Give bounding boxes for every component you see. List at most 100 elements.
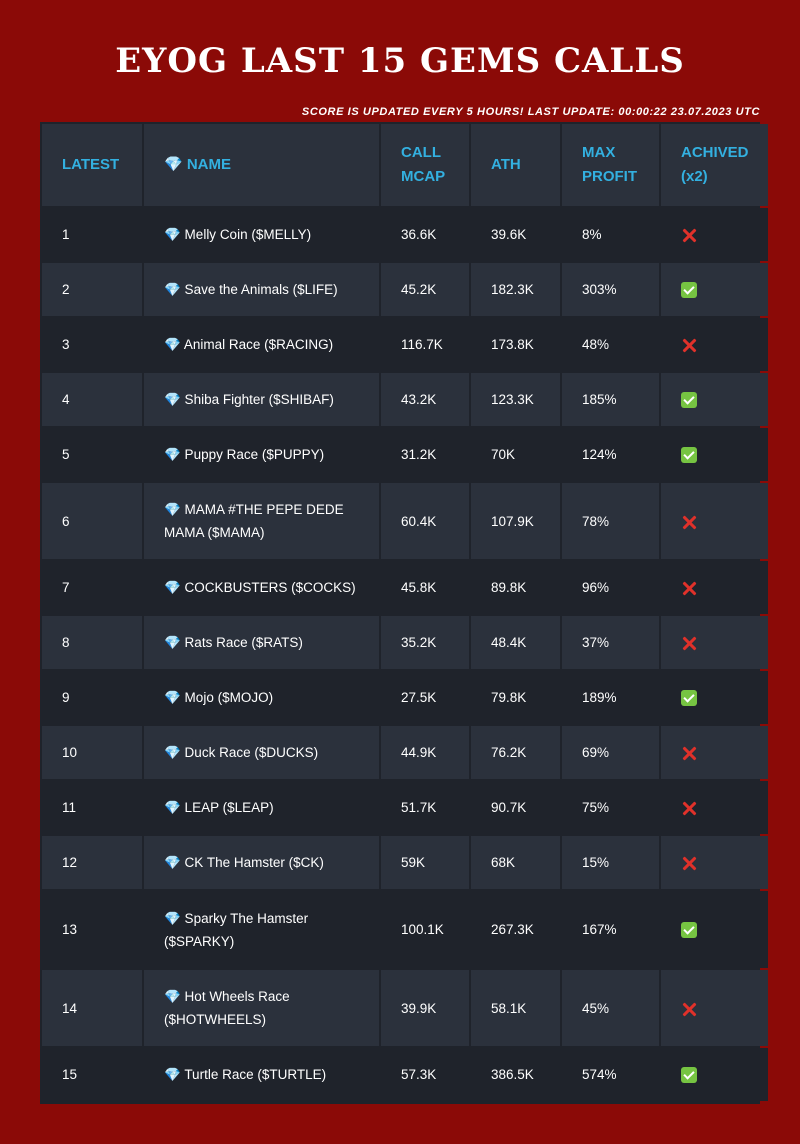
table-row: 1 💎 Melly Coin ($MELLY) 36.6K 39.6K 8% (42, 208, 768, 261)
achieved-cell (661, 726, 768, 779)
table-header-row: LATEST 💎 NAME CALL MCAP ATH MAX PROFIT A… (42, 124, 768, 206)
max-profit-cell: 69% (562, 726, 659, 779)
coin-name-cell: 💎 Hot Wheels Race ($HOTWHEELS) (144, 970, 379, 1046)
achieved-cell (661, 970, 768, 1046)
ath-cell: 89.8K (471, 561, 560, 614)
ath-cell: 90.7K (471, 781, 560, 834)
header-achived: ACHIVED (x2) (661, 124, 768, 206)
ath-cell: 173.8K (471, 318, 560, 371)
achieved-cell (661, 781, 768, 834)
max-profit-cell: 185% (562, 373, 659, 426)
check-mark-icon (681, 1067, 697, 1084)
achieved-cell (661, 318, 768, 371)
table-row: 5 💎 Puppy Race ($PUPPY) 31.2K 70K 124% (42, 428, 768, 481)
row-number-cell: 3 (42, 318, 142, 371)
call-mcap-cell: 27.5K (381, 671, 469, 724)
ath-cell: 182.3K (471, 263, 560, 316)
table-row: 15 💎 Turtle Race ($TURTLE) 57.3K 386.5K 574% (42, 1048, 768, 1101)
table-row: 9 💎 Mojo ($MOJO) 27.5K 79.8K 189% (42, 671, 768, 724)
header-name: 💎 NAME (144, 124, 379, 206)
ath-cell: 107.9K (471, 483, 560, 559)
header-max-profit: MAX PROFIT (562, 124, 659, 206)
table-row: 10 💎 Duck Race ($DUCKS) 44.9K 76.2K 69% (42, 726, 768, 779)
row-number-cell: 12 (42, 836, 142, 889)
call-mcap-cell: 43.2K (381, 373, 469, 426)
gems-table: LATEST 💎 NAME CALL MCAP ATH MAX PROFIT A… (40, 122, 770, 1103)
ath-cell: 79.8K (471, 671, 560, 724)
max-profit-cell: 48% (562, 318, 659, 371)
table-row: 2 💎 Save the Animals ($LIFE) 45.2K 182.3K 30… (42, 263, 768, 316)
ath-cell: 70K (471, 428, 560, 481)
achieved-cell (661, 836, 768, 889)
call-mcap-cell: 45.2K (381, 263, 469, 316)
call-mcap-cell: 39.9K (381, 970, 469, 1046)
table-row: 7 💎 COCKBUSTERS ($COCKS) 45.8K 89.8K 96% (42, 561, 768, 614)
table-row: 11 💎 LEAP ($LEAP) 51.7K 90.7K 75% (42, 781, 768, 834)
call-mcap-cell: 44.9K (381, 726, 469, 779)
achieved-cell (661, 208, 768, 261)
max-profit-cell: 167% (562, 891, 659, 968)
ath-cell: 48.4K (471, 616, 560, 669)
achieved-cell (661, 263, 768, 316)
coin-name-cell: 💎 MAMA #THE PEPE DEDE MAMA ($MAMA) (144, 483, 379, 559)
call-mcap-cell: 100.1K (381, 891, 469, 968)
achieved-cell (661, 561, 768, 614)
cross-mark-icon (681, 514, 697, 530)
row-number-cell: 15 (42, 1048, 142, 1101)
max-profit-cell: 96% (562, 561, 659, 614)
max-profit-cell: 8% (562, 208, 659, 261)
row-number-cell: 7 (42, 561, 142, 614)
call-mcap-cell: 36.6K (381, 208, 469, 261)
gems-table-container: LATEST 💎 NAME CALL MCAP ATH MAX PROFIT A… (40, 122, 768, 1104)
row-number-cell: 10 (42, 726, 142, 779)
achieved-cell (661, 616, 768, 669)
ath-cell: 123.3K (471, 373, 560, 426)
max-profit-cell: 37% (562, 616, 659, 669)
call-mcap-cell: 59K (381, 836, 469, 889)
ath-cell: 386.5K (471, 1048, 560, 1101)
cross-mark-icon (681, 580, 697, 596)
call-mcap-cell: 57.3K (381, 1048, 469, 1101)
call-mcap-cell: 116.7K (381, 318, 469, 371)
max-profit-cell: 75% (562, 781, 659, 834)
table-row: 13 💎 Sparky The Hamster ($SPARKY) 100.1K 26… (42, 891, 768, 968)
row-number-cell: 11 (42, 781, 142, 834)
coin-name-cell: 💎 COCKBUSTERS ($COCKS) (144, 561, 379, 614)
check-mark-icon (681, 392, 697, 409)
header-ath: ATH (471, 124, 560, 206)
row-number-cell: 2 (42, 263, 142, 316)
table-row: 3 💎 Animal Race ($RACING) 116.7K 173.8K 48% (42, 318, 768, 371)
row-number-cell: 14 (42, 970, 142, 1046)
cross-mark-icon (681, 635, 697, 651)
coin-name-cell: 💎 LEAP ($LEAP) (144, 781, 379, 834)
page-title: EYOG LAST 15 GEMS CALLS (115, 41, 685, 81)
table-row: 8 💎 Rats Race ($RATS) 35.2K 48.4K 37% (42, 616, 768, 669)
ath-cell: 58.1K (471, 970, 560, 1046)
call-mcap-cell: 51.7K (381, 781, 469, 834)
header-call-mcap: CALL MCAP (381, 124, 469, 206)
check-mark-icon (681, 447, 697, 464)
table-row: 14 💎 Hot Wheels Race ($HOTWHEELS) 39.9K 58.… (42, 970, 768, 1046)
cross-mark-icon (681, 800, 697, 816)
ath-cell: 39.6K (471, 208, 560, 261)
coin-name-cell: 💎 Turtle Race ($TURTLE) (144, 1048, 379, 1101)
cross-mark-icon (681, 337, 697, 353)
check-mark-icon (681, 690, 697, 707)
achieved-cell (661, 891, 768, 968)
cross-mark-icon (681, 745, 697, 761)
ath-cell: 76.2K (471, 726, 560, 779)
achieved-cell (661, 671, 768, 724)
check-mark-icon (681, 922, 697, 939)
table-row: 12 💎 CK The Hamster ($CK) 59K 68K 15% (42, 836, 768, 889)
row-number-cell: 6 (42, 483, 142, 559)
max-profit-cell: 45% (562, 970, 659, 1046)
achieved-cell (661, 373, 768, 426)
ath-cell: 267.3K (471, 891, 560, 968)
coin-name-cell: 💎 Save the Animals ($LIFE) (144, 263, 379, 316)
cross-mark-icon (681, 855, 697, 871)
call-mcap-cell: 31.2K (381, 428, 469, 481)
update-note: SCORE IS UPDATED EVERY 5 HOURS! LAST UPD… (301, 106, 760, 118)
max-profit-cell: 78% (562, 483, 659, 559)
coin-name-cell: 💎 Mojo ($MOJO) (144, 671, 379, 724)
cross-mark-icon (681, 1001, 697, 1017)
